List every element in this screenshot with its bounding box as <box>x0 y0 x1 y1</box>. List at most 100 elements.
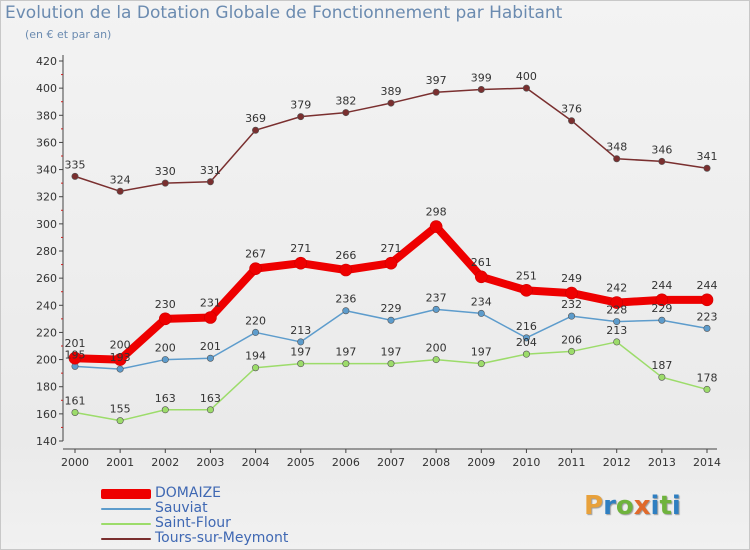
y-tick-label: 200 <box>36 354 57 367</box>
logo-letter: P <box>584 491 604 521</box>
data-label-domaize: 261 <box>471 256 492 269</box>
data-point-sauviat <box>658 316 666 324</box>
data-point-sauviat <box>522 334 530 342</box>
data-label-tours-sur-meymont: 335 <box>65 158 86 171</box>
data-point-saint-flour <box>161 406 169 414</box>
data-point-domaize <box>700 293 714 307</box>
data-label-domaize: 251 <box>516 269 537 282</box>
data-point-domaize <box>610 296 624 309</box>
data-point-saint-flour <box>206 406 214 414</box>
data-label-domaize: 244 <box>651 279 672 292</box>
legend-label: DOMAIZE <box>155 485 222 501</box>
data-label-tours-sur-meymont: 341 <box>697 150 718 163</box>
data-point-tours-sur-meymont <box>206 178 214 186</box>
data-point-saint-flour <box>252 364 260 372</box>
data-point-saint-flour <box>613 338 621 346</box>
logo-letter: i <box>650 491 660 521</box>
data-point-tours-sur-meymont <box>658 157 666 165</box>
data-label-domaize: 242 <box>606 282 627 295</box>
data-point-sauviat <box>477 309 485 317</box>
data-label-sauviat: 201 <box>200 340 221 353</box>
data-label-domaize: 271 <box>290 242 311 255</box>
legend-swatch <box>101 507 151 510</box>
legend-swatch <box>101 522 151 525</box>
data-point-tours-sur-meymont <box>161 179 169 187</box>
data-point-domaize <box>655 293 669 307</box>
data-label-sauviat: 236 <box>335 293 356 306</box>
data-label-tours-sur-meymont: 397 <box>426 74 447 87</box>
data-label-domaize: 266 <box>335 249 356 262</box>
data-label-domaize: 244 <box>697 279 718 292</box>
y-tick-label: 160 <box>36 408 57 421</box>
data-point-saint-flour <box>342 360 350 368</box>
data-point-sauviat <box>116 365 124 373</box>
legend-item-saint-flour: Saint-Flour <box>101 516 288 531</box>
data-point-tours-sur-meymont <box>703 164 711 172</box>
data-point-domaize <box>158 312 172 326</box>
series-layer <box>68 84 714 425</box>
data-point-domaize <box>474 270 488 284</box>
data-label-sauviat: 237 <box>426 291 447 304</box>
y-tick-label: 220 <box>36 326 57 339</box>
data-label-domaize: 298 <box>426 206 447 219</box>
data-label-tours-sur-meymont: 331 <box>200 164 221 177</box>
legend-label: Sauviat <box>155 500 208 516</box>
data-point-tours-sur-meymont <box>432 88 440 96</box>
data-point-tours-sur-meymont <box>613 155 621 163</box>
data-point-tours-sur-meymont <box>387 99 395 107</box>
data-label-sauviat: 213 <box>290 324 311 337</box>
data-point-domaize <box>249 262 262 275</box>
data-label-domaize: 267 <box>245 248 266 261</box>
data-label-saint-flour: 161 <box>65 395 86 408</box>
y-tick-label: 180 <box>36 381 57 394</box>
y-tick-label: 260 <box>36 272 57 285</box>
data-label-sauviat: 200 <box>155 342 176 355</box>
x-tick-label: 2000 <box>61 456 89 469</box>
data-point-domaize <box>429 220 443 233</box>
data-label-domaize: 249 <box>561 272 582 285</box>
data-point-domaize <box>68 351 82 365</box>
x-tick-label: 2001 <box>106 456 134 469</box>
data-label-tours-sur-meymont: 379 <box>290 99 311 112</box>
data-label-tours-sur-meymont: 348 <box>606 141 627 154</box>
data-label-sauviat: 228 <box>606 304 627 317</box>
data-label-domaize: 230 <box>155 298 176 311</box>
data-labels-layer: 335 324 330 331 369 379 382 389 397 399 400 376 348 3… <box>65 70 718 415</box>
data-label-tours-sur-meymont: 400 <box>516 70 537 83</box>
legend-item-sauviat: Sauviat <box>101 501 288 516</box>
data-point-sauviat <box>613 318 621 326</box>
data-label-tours-sur-meymont: 369 <box>245 112 266 125</box>
data-label-saint-flour: 200 <box>426 342 447 355</box>
data-point-saint-flour <box>477 360 485 368</box>
data-point-saint-flour <box>387 360 395 368</box>
data-point-sauviat <box>161 356 169 364</box>
data-point-domaize <box>565 286 578 300</box>
data-point-domaize <box>384 256 398 270</box>
data-label-sauviat: 234 <box>471 295 492 308</box>
data-label-tours-sur-meymont: 399 <box>471 72 492 85</box>
x-tick-label: 2006 <box>332 456 360 469</box>
chart-title: Evolution de la Dotation Globale de Fonc… <box>5 3 563 23</box>
data-point-tours-sur-meymont <box>71 172 79 180</box>
data-point-sauviat <box>387 316 395 324</box>
data-point-sauviat <box>206 354 214 362</box>
data-label-domaize: 201 <box>65 337 86 350</box>
data-point-sauviat <box>432 305 440 313</box>
y-tick-label: 240 <box>36 299 57 312</box>
logo-letter: r <box>603 491 616 521</box>
data-label-tours-sur-meymont: 376 <box>561 103 582 116</box>
data-point-saint-flour <box>116 417 124 425</box>
y-tick-label: 300 <box>36 218 57 231</box>
data-label-saint-flour: 163 <box>200 392 221 405</box>
chart-axes: 140 160 180 200 220 240 260 280 300 320 340 360 380 4… <box>36 55 721 469</box>
legend-item-domaize: DOMAIZE <box>101 486 288 501</box>
data-label-tours-sur-meymont: 382 <box>335 95 356 108</box>
data-point-saint-flour <box>297 360 305 368</box>
chart-subtitle: (en € et par an) <box>25 28 112 41</box>
data-label-sauviat: 229 <box>651 302 672 315</box>
data-label-saint-flour: 197 <box>471 346 492 359</box>
data-label-sauviat: 223 <box>697 310 718 323</box>
data-label-saint-flour: 197 <box>381 346 402 359</box>
data-label-sauviat: 216 <box>516 320 537 333</box>
data-point-tours-sur-meymont <box>568 117 576 125</box>
